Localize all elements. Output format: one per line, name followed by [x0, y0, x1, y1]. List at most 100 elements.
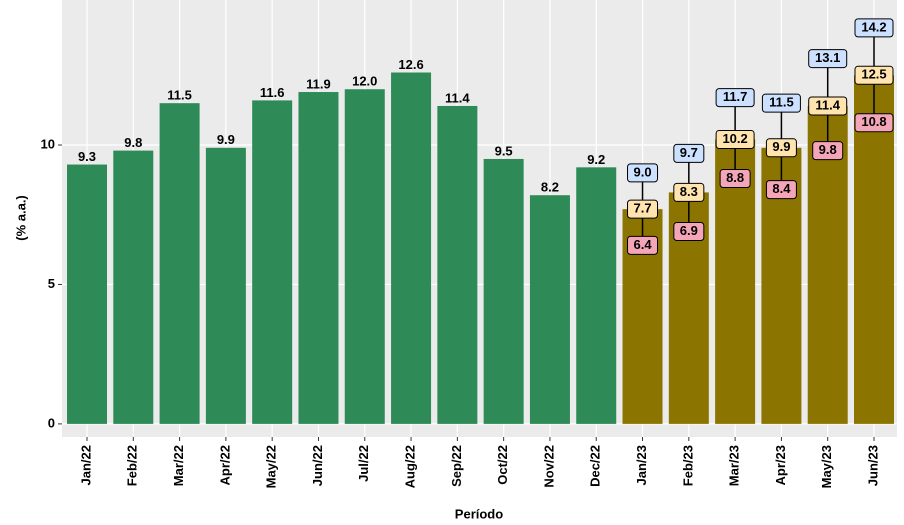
value-label-box: [761, 93, 801, 113]
value-label-text: 10.8: [861, 114, 886, 129]
value-label: 8.8: [719, 168, 751, 188]
x-tick-label: Oct/22: [495, 445, 510, 485]
value-label-box: [854, 65, 894, 85]
value-label: 12.6: [398, 57, 423, 72]
value-label-box: [673, 143, 705, 163]
value-label-box: [808, 96, 848, 116]
value-label-box: [627, 199, 659, 219]
value-label: 14.2: [854, 18, 894, 38]
x-tick-label: May/23: [819, 445, 834, 488]
bar: [437, 105, 478, 424]
value-label-box: [765, 180, 797, 200]
bar: [159, 103, 200, 424]
value-label-box: [854, 18, 894, 38]
x-tick-label: Feb/22: [125, 445, 140, 486]
x-tick-label: May/22: [264, 445, 279, 488]
value-label-box: [673, 221, 705, 241]
bar: [854, 75, 894, 424]
x-tick-label: Mar/22: [171, 445, 186, 486]
value-label: 9.9: [765, 138, 797, 158]
panel: [62, 0, 897, 437]
x-tick-label: Jan/23: [634, 445, 649, 485]
value-label-box: [673, 182, 705, 202]
value-label-box: [719, 168, 751, 188]
x-tick-label: Jun/23: [865, 445, 880, 486]
bar: [576, 167, 617, 424]
value-label-text: 11.5: [769, 95, 794, 110]
y-tick-label: 10: [41, 136, 55, 151]
value-label-box: [715, 129, 755, 149]
bar: [344, 89, 385, 424]
x-tick-label: Aug/22: [402, 445, 417, 488]
value-label: 11.9: [306, 76, 331, 91]
x-tick-label: Apr/22: [217, 445, 232, 485]
value-label: 11.7: [715, 88, 755, 108]
bar: [113, 150, 154, 424]
x-tick-label: Feb/23: [680, 445, 695, 486]
value-label-box: [808, 49, 848, 69]
x-tick-label: Jun/22: [310, 445, 325, 486]
value-label-text: 11.4: [815, 97, 840, 112]
value-label: 9.7: [673, 143, 705, 163]
x-tick-label: Sep/22: [449, 445, 464, 487]
value-label-text: 9.8: [819, 142, 837, 157]
bar: [205, 147, 246, 424]
value-label-text: 7.7: [633, 201, 651, 216]
value-label: 13.1: [808, 49, 848, 69]
value-label-box: [765, 138, 797, 158]
y-axis-label: (% a.a.): [13, 195, 28, 241]
value-label: 10.8: [854, 113, 894, 133]
value-label-text: 9.9: [772, 139, 790, 154]
value-label: 12.0: [352, 74, 377, 89]
x-tick-label: Mar/23: [727, 445, 742, 486]
value-label: 6.4: [627, 235, 659, 255]
value-label-text: 8.4: [772, 181, 791, 196]
value-label: 9.2: [587, 152, 605, 167]
value-label-text: 10.2: [722, 131, 747, 146]
value-label: 9.9: [217, 132, 235, 147]
bar: [67, 164, 107, 424]
value-label-text: 12.5: [861, 67, 886, 82]
value-label: 10.2: [715, 129, 755, 149]
value-label: 9.0: [627, 163, 659, 183]
value-label-text: 8.8: [726, 170, 744, 185]
value-label: 11.4: [808, 96, 848, 116]
value-label-box: [627, 235, 659, 255]
value-label-text: 14.2: [861, 19, 886, 34]
value-label-box: [812, 141, 844, 161]
bar: [529, 195, 570, 424]
x-axis-label: Período: [455, 506, 503, 521]
x-tick-label: Jul/22: [356, 445, 371, 482]
value-label-text: 13.1: [815, 50, 840, 65]
value-label: 7.7: [627, 199, 659, 219]
bar: [252, 100, 293, 424]
value-label: 8.2: [541, 180, 559, 195]
x-tick-label: Apr/23: [773, 445, 788, 485]
value-label: 11.5: [761, 93, 801, 113]
y-tick-label: 5: [48, 276, 55, 291]
value-label-text: 9.7: [680, 145, 698, 160]
value-label-box: [715, 88, 755, 108]
y-tick-label: 0: [48, 415, 55, 430]
value-label: 9.3: [78, 149, 96, 164]
value-label-box: [854, 113, 894, 133]
value-label: 9.5: [495, 143, 513, 158]
value-label: 11.5: [167, 88, 192, 103]
bar: [298, 92, 339, 424]
bar: [483, 158, 524, 424]
bar: [391, 72, 432, 424]
value-label: 9.8: [812, 141, 844, 161]
value-label-text: 9.0: [633, 164, 651, 179]
x-tick-label: Dec/22: [588, 445, 603, 487]
value-label-box: [627, 163, 659, 183]
value-label-text: 6.9: [680, 223, 698, 238]
value-label: 11.6: [260, 85, 285, 100]
value-label: 8.3: [673, 182, 705, 202]
value-label: 12.5: [854, 65, 894, 85]
value-label-text: 11.7: [723, 89, 748, 104]
x-tick-label: Nov/22: [541, 445, 556, 488]
value-label-text: 8.3: [680, 184, 698, 199]
value-label: 9.8: [124, 135, 142, 150]
value-label: 6.9: [673, 221, 705, 241]
